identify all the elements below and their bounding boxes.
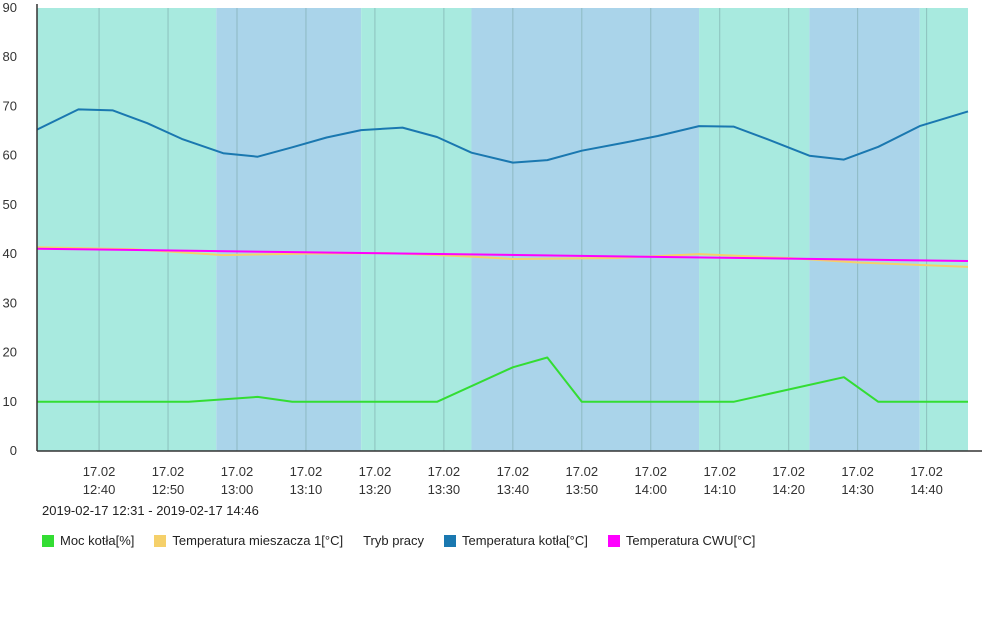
x-tick-label-time: 12:40 <box>83 482 116 497</box>
x-tick-label-date: 17.02 <box>221 464 254 479</box>
date-range-label: 2019-02-17 12:31 - 2019-02-17 14:46 <box>42 503 259 518</box>
y-tick-label: 40 <box>3 246 17 261</box>
x-tick-label-date: 17.02 <box>83 464 116 479</box>
y-tick-label: 0 <box>10 443 17 458</box>
legend-item[interactable]: Moc kotła[%] <box>42 533 134 548</box>
x-tick-label-date: 17.02 <box>290 464 323 479</box>
y-tick-label: 70 <box>3 98 17 113</box>
x-tick-label-date: 17.02 <box>566 464 599 479</box>
mode-band <box>919 8 968 451</box>
x-tick-label-time: 13:10 <box>290 482 323 497</box>
legend-swatch-icon <box>154 534 167 547</box>
x-tick-label-time: 13:40 <box>497 482 530 497</box>
legend-item[interactable]: Temperatura kotła[°C] <box>444 533 588 548</box>
x-tick-label-time: 14:30 <box>841 482 874 497</box>
mode-band <box>471 8 700 451</box>
x-tick-label-time: 13:20 <box>359 482 392 497</box>
legend-label: Temperatura mieszacza 1[°C] <box>172 533 344 548</box>
x-tick-label-date: 17.02 <box>841 464 874 479</box>
x-tick-label-date: 17.02 <box>152 464 185 479</box>
series-line-temperatura-cwu-c <box>36 247 969 262</box>
legend-label: Moc kotła[%] <box>60 533 135 548</box>
legend-item[interactable]: Temperatura CWU[°C] <box>607 533 756 548</box>
x-grid <box>98 8 928 451</box>
mode-bands <box>37 8 968 451</box>
chart-legend: Moc kotła[%] Temperatura mieszacza 1[°C] T… <box>42 533 775 548</box>
legend-swatch-icon <box>42 534 54 547</box>
y-tick-label: 10 <box>3 394 17 409</box>
legend-label: Tryb pracy <box>363 533 424 548</box>
x-tick-label-time: 14:40 <box>910 482 943 497</box>
x-tick-label-date: 17.02 <box>359 464 392 479</box>
series-line-moc-kot-a <box>37 356 968 403</box>
x-tick-label-time: 12:50 <box>152 482 185 497</box>
axes: 17.02 12:40 17.02 12:50 17.02 13:00 17.02 13:10… <box>3 0 982 497</box>
y-tick-label: 30 <box>3 295 17 310</box>
chart-plot: 17.02 12:40 17.02 12:50 17.02 13:00 17.02 13:10… <box>3 0 982 497</box>
y-tick-label: 80 <box>3 49 17 64</box>
series-line-temperatura-kot-a-c <box>36 108 969 164</box>
legend-swatch-icon <box>607 534 620 547</box>
x-tick-label-date: 17.02 <box>497 464 530 479</box>
legend-item[interactable]: Tryb pracy <box>363 533 424 548</box>
mode-band <box>37 8 217 451</box>
x-tick-label-time: 14:10 <box>703 482 736 497</box>
legend-swatch-icon <box>444 534 456 547</box>
mode-band <box>809 8 920 451</box>
legend-label: Temperatura kotła[°C] <box>462 533 588 548</box>
mode-band <box>361 8 472 451</box>
x-tick-label-time: 13:00 <box>221 482 254 497</box>
x-tick-label-date: 17.02 <box>634 464 667 479</box>
mode-band <box>699 8 810 451</box>
mode-band <box>216 8 362 451</box>
x-tick-label-time: 14:20 <box>772 482 805 497</box>
x-tick-label-time: 13:50 <box>566 482 599 497</box>
x-tick-label-date: 17.02 <box>772 464 805 479</box>
y-tick-label: 90 <box>3 0 17 15</box>
y-tick-label: 20 <box>3 345 17 360</box>
x-tick-label-date: 17.02 <box>703 464 736 479</box>
x-tick-label-time: 14:00 <box>634 482 667 497</box>
x-tick-label-date: 17.02 <box>428 464 461 479</box>
x-tick-label-time: 13:30 <box>428 482 461 497</box>
y-tick-label: 50 <box>3 197 17 212</box>
legend-label: Temperatura CWU[°C] <box>625 533 756 548</box>
x-tick-label-date: 17.02 <box>910 464 943 479</box>
legend-item[interactable]: Temperatura mieszacza 1[°C] <box>154 533 343 548</box>
y-tick-label: 60 <box>3 148 17 163</box>
series-lines <box>36 108 969 403</box>
